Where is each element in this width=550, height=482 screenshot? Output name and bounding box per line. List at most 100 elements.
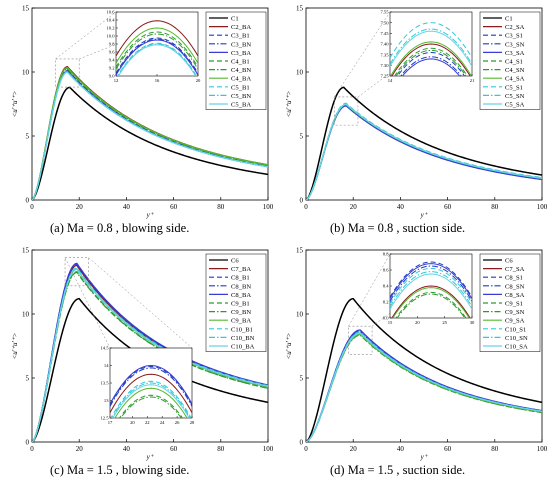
y-tick-label: 10 <box>22 69 30 77</box>
x-axis-label: y⁺ <box>146 211 155 219</box>
legend-label: C8_SN <box>505 283 525 290</box>
inset-x-tick-label: 20 <box>415 320 420 325</box>
inset: 12 16 20 9.0 9.2 9.4 9.6 9.8 10.0 10.2 10.4 10.6 <box>55 10 201 88</box>
inset-y-tick-label: 10.6 <box>106 10 115 15</box>
x-tick-label: 60 <box>170 445 178 453</box>
zoom-box <box>334 96 359 126</box>
inset-y-tick-label: 7.25 <box>380 74 389 79</box>
inset-series-C8_B1 <box>110 366 192 406</box>
legend: C6C7_SAC8_S1C8_SNC8_SAC9_S1C9_SNC9_SAC10… <box>479 253 541 352</box>
legend-label: C1 <box>231 16 239 23</box>
inset-series-C4_SA <box>390 41 472 76</box>
inset-y-tick-label: 9.2 <box>109 66 115 71</box>
legend-label: C9_SA <box>505 318 525 325</box>
legend-label: C4_S1 <box>505 59 523 66</box>
inset-y-tick-label: 14 <box>104 363 109 368</box>
zoom-box <box>64 257 89 287</box>
inset-series-C8_BA <box>110 364 192 405</box>
inset-series-C8_BN <box>110 367 192 407</box>
inset: 15 20 25 30 8.0 8.2 8.4 8.6 8.8 <box>348 252 475 355</box>
zoom-leader <box>64 257 111 349</box>
x-tick-label: 20 <box>76 445 84 453</box>
x-tick-label: 20 <box>350 203 358 211</box>
inset-y-tick-label: 9.0 <box>109 74 115 79</box>
inset-y-tick-label: 9.6 <box>109 50 115 55</box>
inset-y-tick-label: 7.40 <box>380 42 389 47</box>
legend-label: C2_SA <box>505 24 525 31</box>
inset-x-tick-label: 28 <box>190 420 195 425</box>
x-tick-label: 60 <box>444 445 452 453</box>
series-line-C4_BA <box>32 66 268 200</box>
inset-series-C10_BN <box>111 382 191 418</box>
x-tick-label: 40 <box>397 445 405 453</box>
inset-y-tick-label: 9.4 <box>109 58 115 63</box>
inset-series-C10_SN <box>390 271 472 308</box>
legend-label: C10_BN <box>231 335 255 342</box>
legend-box <box>205 253 267 352</box>
legend-label: C10_SN <box>505 335 528 342</box>
legend-label: C5_BN <box>231 93 251 100</box>
inset-series-C8_SN <box>390 265 472 302</box>
series-line-C5_BA <box>32 71 268 200</box>
plot-frame <box>31 249 269 443</box>
caption-d: (d) Ma = 1.5 , suction side. <box>330 463 466 477</box>
curves <box>306 86 542 200</box>
legend-label: C10_BA <box>231 344 255 351</box>
inset-y-tick-label: 8.6 <box>383 268 389 273</box>
inset-x-tick-label: 26 <box>175 420 180 425</box>
legend-label: C10_S1 <box>505 326 526 333</box>
inset-series-C3_S1 <box>396 52 466 76</box>
legend-label: C4_B1 <box>231 59 250 66</box>
x-tick-label: 100 <box>263 203 274 211</box>
inset-curves <box>390 22 472 76</box>
inset-series-C5_BA <box>117 44 197 76</box>
legend-label: C9_SN <box>505 309 525 316</box>
y-tick-label: 10 <box>296 69 304 77</box>
legend-label: C6 <box>231 258 239 265</box>
inset-series-C4_S1 <box>394 47 468 76</box>
x-tick-label: 0 <box>30 203 34 211</box>
inset-y-tick-label: 13 <box>104 398 109 403</box>
zoom-leader <box>55 11 117 60</box>
legend-label: C3_BN <box>231 41 251 48</box>
y-axis-label: <u'⁺u'⁺> <box>11 90 19 117</box>
curves <box>32 262 268 442</box>
inset-x-tick-label: 14 <box>388 78 393 83</box>
series-line-C4_BN <box>32 68 268 200</box>
inset-series-C3_SN <box>400 56 462 76</box>
inset-x-tick-label: 15 <box>388 320 393 325</box>
inset-curves <box>116 20 198 76</box>
inset-series-C8_SA <box>390 263 472 300</box>
legend-label: C9_B1 <box>231 301 250 308</box>
inset-series-C10_BA <box>112 384 190 418</box>
y-tick-label: 0 <box>300 197 304 205</box>
inset-x-tick-label: 16 <box>155 78 160 83</box>
legend-label: C3_S1 <box>505 33 523 40</box>
inset-series-C5_SN <box>390 28 472 65</box>
series-line-C9_BN <box>32 271 268 442</box>
inset-series-C3_BN <box>116 38 198 75</box>
y-tick-label: 5 <box>300 133 304 141</box>
series-line-C3_SN <box>306 104 542 200</box>
inset: 14 21 7.25 7.30 7.35 7.40 7.45 7.50 7.55 <box>334 10 475 126</box>
inset-y-tick-label: 7.45 <box>380 31 389 36</box>
legend-label: C6 <box>505 258 513 265</box>
inset-series-C9_BN <box>120 396 182 418</box>
inset-y-tick-label: 7.55 <box>380 10 389 15</box>
inset-series-C9_B1 <box>118 394 184 418</box>
inset-series-C3_B1 <box>116 37 198 74</box>
inset-y-tick-label: 7.35 <box>380 52 389 57</box>
inset-series-C5_BN <box>117 43 197 76</box>
inset-x-tick-label: 24 <box>160 420 165 425</box>
inset-x-tick-label: 30 <box>470 320 475 325</box>
inset-y-tick-label: 10.2 <box>106 26 115 31</box>
x-tick-label: 60 <box>170 203 178 211</box>
inset-x-tick-label: 20 <box>130 420 135 425</box>
x-tick-label: 20 <box>76 203 84 211</box>
inset-x-tick-label: 22 <box>145 420 150 425</box>
inset-series-C9_S1 <box>395 291 467 318</box>
